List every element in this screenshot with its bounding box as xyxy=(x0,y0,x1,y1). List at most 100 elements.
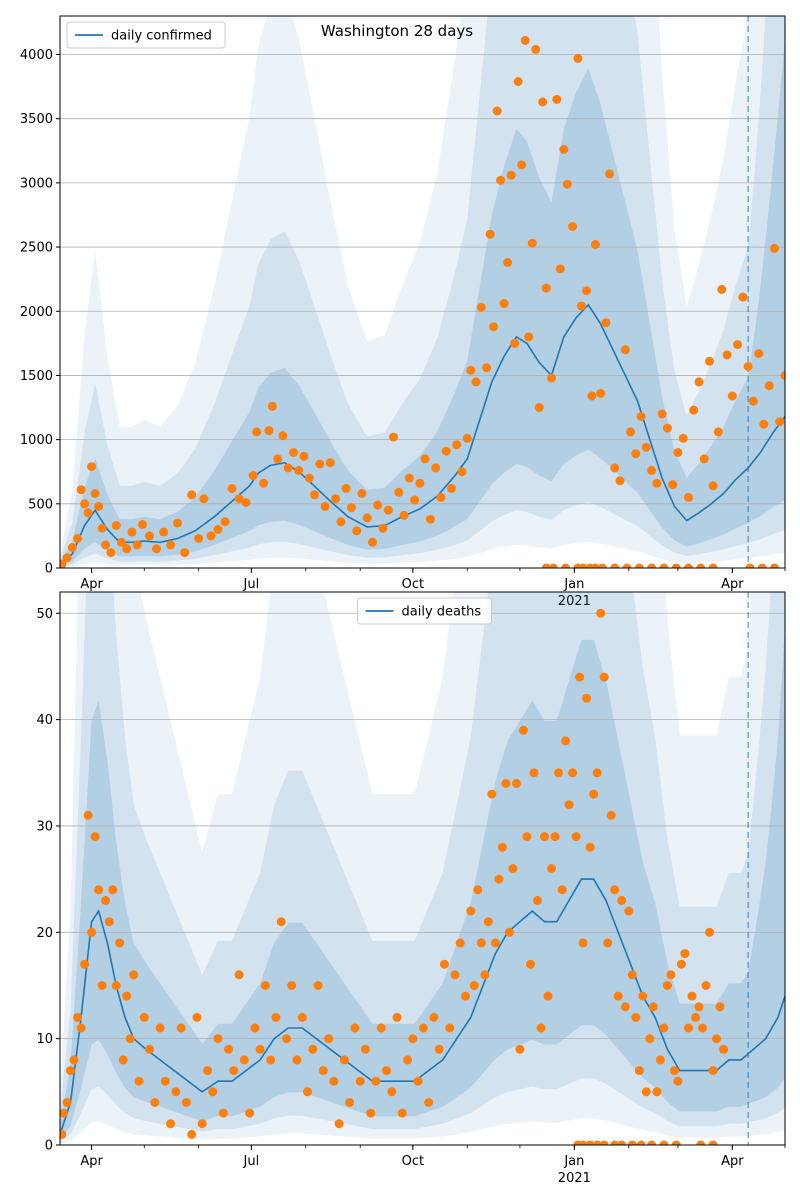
data-point xyxy=(118,1055,128,1065)
data-point xyxy=(573,53,583,63)
data-point xyxy=(224,1044,233,1054)
data-point xyxy=(304,473,314,483)
data-point xyxy=(299,451,309,461)
data-point xyxy=(698,1023,707,1033)
data-point xyxy=(508,864,518,873)
data-point xyxy=(60,1129,67,1139)
data-point xyxy=(66,1066,75,1076)
data-point xyxy=(94,501,104,511)
data-point xyxy=(106,548,116,558)
data-point xyxy=(336,517,346,527)
data-point xyxy=(624,906,634,916)
data-point xyxy=(87,927,97,937)
x-tick-year-label: 2021 xyxy=(558,594,591,609)
data-point xyxy=(101,540,111,550)
data-point xyxy=(73,534,83,543)
data-point xyxy=(466,365,476,375)
data-point xyxy=(199,494,209,504)
data-point xyxy=(513,77,523,86)
data-point xyxy=(466,906,476,916)
uncertainty-band xyxy=(60,592,785,1143)
x-tick-label: Jan xyxy=(563,1154,584,1169)
data-point xyxy=(431,463,441,473)
data-point xyxy=(620,345,630,355)
data-point xyxy=(180,548,190,558)
data-point xyxy=(462,433,472,443)
data-point xyxy=(694,1002,704,1012)
data-point xyxy=(757,563,767,568)
data-point xyxy=(60,1108,68,1118)
data-point xyxy=(220,517,230,527)
y-tick-label: 30 xyxy=(36,819,53,834)
data-point xyxy=(206,531,216,541)
data-point xyxy=(62,553,72,563)
data-point xyxy=(669,1066,679,1076)
data-point xyxy=(476,302,486,312)
x-tick-label: Apr xyxy=(80,577,103,592)
data-point xyxy=(129,970,139,980)
data-point xyxy=(578,1140,588,1145)
data-point xyxy=(673,448,683,457)
data-point xyxy=(652,1087,662,1097)
data-point xyxy=(273,454,283,464)
y-tick-label: 2500 xyxy=(20,241,53,256)
data-point xyxy=(125,1034,135,1044)
data-point xyxy=(83,508,93,518)
data-point xyxy=(415,478,425,488)
data-point xyxy=(538,97,548,107)
data-point xyxy=(673,1076,683,1086)
data-point xyxy=(610,563,620,568)
data-point xyxy=(636,412,646,421)
chart-title: Washington 28 days xyxy=(321,22,473,40)
data-point xyxy=(499,299,509,309)
data-point xyxy=(696,1140,706,1145)
data-point xyxy=(366,1108,376,1118)
y-tick-label: 4000 xyxy=(20,48,53,63)
data-point xyxy=(526,959,535,969)
data-point xyxy=(568,768,578,778)
data-point xyxy=(266,1055,276,1065)
data-point xyxy=(585,842,595,852)
data-point xyxy=(589,789,599,799)
data-point xyxy=(552,94,562,104)
data-point xyxy=(132,540,142,550)
data-point xyxy=(371,1076,381,1086)
data-point xyxy=(517,160,527,170)
data-point xyxy=(457,467,467,477)
data-point xyxy=(334,1119,344,1129)
data-point xyxy=(250,1023,260,1033)
data-point xyxy=(282,1034,291,1044)
data-point xyxy=(259,478,269,488)
data-point xyxy=(292,1055,302,1065)
data-point xyxy=(494,874,504,884)
data-point xyxy=(278,431,288,441)
data-point xyxy=(482,363,492,373)
data-point xyxy=(490,938,500,948)
data-point xyxy=(485,229,495,239)
data-point xyxy=(111,521,121,531)
data-point xyxy=(659,563,669,568)
data-point xyxy=(561,736,571,746)
x-tick-label: Jul xyxy=(243,1154,260,1169)
y-tick-label: 500 xyxy=(28,497,53,512)
data-point xyxy=(520,35,530,45)
data-point xyxy=(754,349,764,359)
data-point xyxy=(387,1087,397,1097)
data-point xyxy=(518,725,528,735)
data-point xyxy=(473,885,483,895)
data-point xyxy=(139,1012,149,1022)
data-point xyxy=(331,494,341,504)
data-point xyxy=(620,1002,630,1012)
data-point xyxy=(578,563,588,568)
data-point xyxy=(101,895,111,905)
data-point xyxy=(497,842,507,852)
y-tick-label: 20 xyxy=(36,926,53,941)
data-point xyxy=(738,292,748,302)
data-point xyxy=(582,286,592,296)
data-point xyxy=(506,170,516,180)
data-point xyxy=(111,981,121,990)
data-point xyxy=(213,1034,223,1044)
data-point xyxy=(590,240,600,249)
data-point xyxy=(181,1098,191,1107)
